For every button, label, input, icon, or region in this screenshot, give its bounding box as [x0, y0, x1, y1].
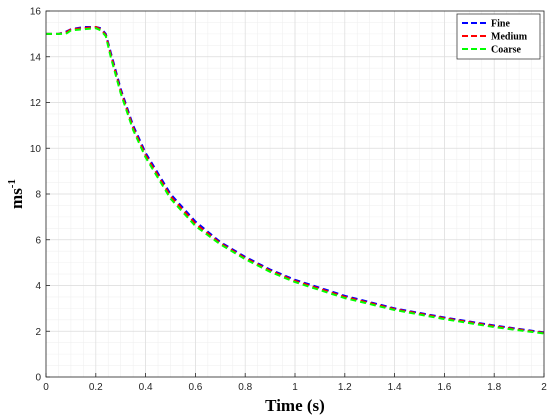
y-tick-label: 6	[35, 235, 41, 246]
axis-ticks: 0 0.2 0.4 0.6 0.8 1 1.2 1.4 1.6 1.8 2 0 2 4 6 8 10 12 14 16	[30, 7, 547, 394]
y-tick-label: 8	[35, 190, 41, 201]
x-tick-label: 1.8	[487, 382, 501, 393]
x-tick-label: 0.8	[238, 382, 252, 393]
x-tick-label: 0.2	[89, 382, 103, 393]
x-tick-label: 0	[43, 382, 49, 393]
legend-box	[456, 13, 541, 60]
y-axis-label-exponent: -1	[6, 179, 18, 188]
legend-label-coarse: Coarse	[491, 45, 522, 56]
series-line-medium	[46, 26, 545, 334]
series-line-coarse	[46, 27, 545, 335]
x-tick-label: 2	[541, 382, 547, 393]
series-layer	[46, 26, 545, 335]
y-tick-label: 16	[30, 7, 42, 18]
x-tick-label: 1.4	[388, 382, 402, 393]
y-tick-label: 2	[35, 327, 41, 338]
legend: Fine Medium Coarse	[456, 13, 541, 60]
y-tick-label: 12	[30, 98, 42, 109]
y-tick-label: 4	[35, 281, 41, 292]
x-tick-label: 1.6	[437, 382, 451, 393]
y-tick-label: 10	[30, 144, 42, 155]
x-tick-label: 0.6	[188, 382, 202, 393]
legend-label-fine: Fine	[491, 19, 510, 30]
y-axis-label-base: ms	[7, 188, 26, 209]
x-tick-label: 1	[292, 382, 298, 393]
y-axis-label: ms-1	[6, 179, 26, 209]
x-tick-label: 1.2	[338, 382, 352, 393]
x-axis-label: Time (s)	[265, 396, 325, 415]
legend-label-medium: Medium	[491, 32, 528, 43]
y-tick-label: 0	[35, 373, 41, 384]
x-tick-label: 0.4	[139, 382, 153, 393]
y-tick-label: 14	[30, 52, 42, 63]
